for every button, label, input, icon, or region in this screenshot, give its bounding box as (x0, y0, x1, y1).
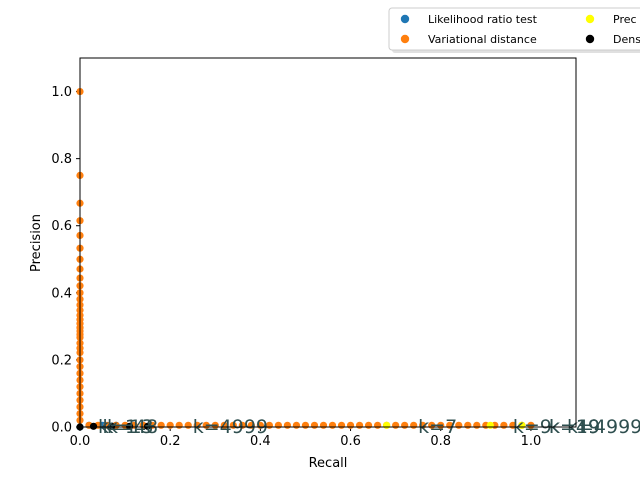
legend-label: Prec (613, 13, 637, 26)
series-3 (76, 422, 152, 431)
y-tick-label: 0.4 (51, 286, 72, 301)
y-tick-label: 0.0 (51, 421, 72, 436)
legend-label: Dens (613, 33, 640, 46)
data-point (157, 421, 165, 429)
x-tick-label: 0.0 (70, 434, 91, 449)
data-point (328, 421, 337, 429)
data-point (107, 422, 116, 430)
data-point (410, 421, 418, 429)
data-point (392, 421, 400, 429)
data-point (401, 421, 409, 429)
data-point (301, 421, 310, 429)
y-tick-label: 0.2 (51, 353, 72, 368)
x-tick-label: 0.6 (340, 434, 361, 449)
y-tick-label: 0.8 (51, 152, 72, 167)
data-point (500, 421, 508, 429)
data-point (175, 421, 183, 429)
y-axis-label: Precision (29, 214, 44, 272)
data-point (274, 421, 282, 429)
legend-marker (400, 34, 410, 44)
data-point (144, 422, 152, 430)
data-point (89, 422, 98, 430)
data-point (346, 421, 355, 429)
y-tick-label: 1.0 (51, 85, 72, 100)
legend-marker (400, 14, 410, 24)
x-tick-label: 0.4 (250, 434, 271, 449)
point-annotation: k=4999 (567, 416, 640, 438)
data-point (486, 421, 494, 429)
data-point (337, 421, 346, 429)
data-point (355, 421, 364, 429)
x-tick-label: 0.2 (160, 434, 181, 449)
legend-box (388, 7, 640, 51)
legend: Likelihood ratio test Variational distanc… (388, 7, 640, 53)
legend-marker (585, 34, 595, 44)
data-point (464, 421, 472, 429)
data-point (319, 421, 328, 429)
data-point (374, 421, 382, 429)
plot-area (80, 58, 576, 427)
x-tick-label: 1.0 (521, 434, 542, 449)
legend-label: Likelihood ratio test (428, 13, 538, 26)
data-point (383, 421, 391, 429)
annotations: k=1k=13k=48 k=4999 k=7 k=9k=19k=49k=4999 (98, 416, 640, 438)
data-point (184, 421, 192, 429)
data-point (166, 421, 174, 429)
plot-frame (79, 57, 577, 428)
axis-ticks: 0.0 0.2 0.4 0.6 0.8 1.0 0.0 0.2 0.4 0.6 0.8 1.0 (51, 85, 541, 449)
data-point (283, 421, 292, 429)
data-point (126, 422, 134, 430)
data-point (292, 421, 301, 429)
legend-label: Variational distance (428, 33, 537, 46)
x-tick-label: 0.8 (430, 434, 451, 449)
y-tick-label: 0.6 (51, 219, 72, 234)
data-point (364, 421, 373, 429)
legend-marker (585, 14, 595, 24)
data-point (310, 421, 319, 429)
data-point (473, 421, 481, 429)
x-axis-label: Recall (309, 456, 348, 471)
